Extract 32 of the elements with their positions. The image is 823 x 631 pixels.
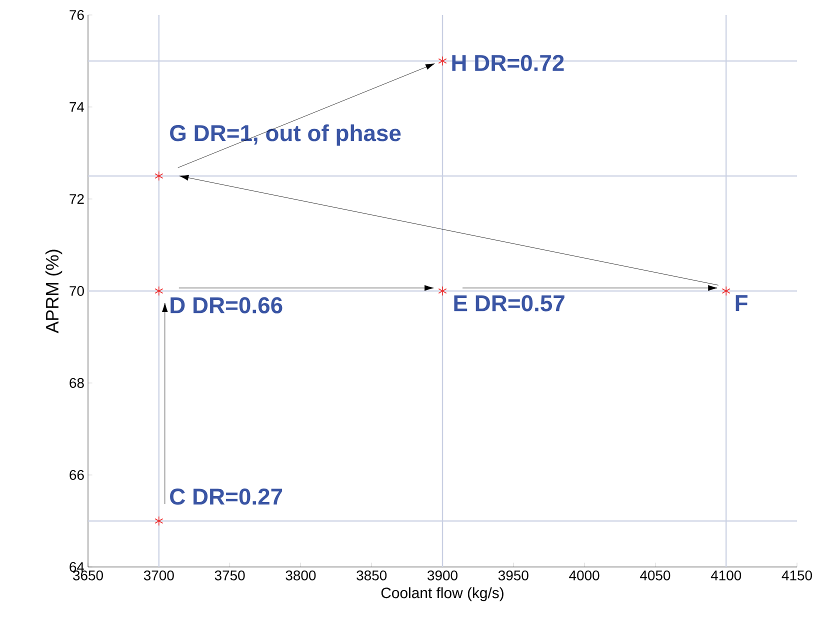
x-tick-label: 4050 [640,570,670,580]
y-tick-label: 70 [70,286,84,296]
annotation: F [736,295,748,311]
y-tick-label: 68 [70,378,84,388]
y-tick-label: 64 [70,562,84,572]
x-tick-label: 3950 [498,570,528,580]
x-tick-label: 3850 [356,570,387,580]
x-tick-label: 4150 [782,570,812,580]
y-tick-label: 76 [70,10,84,20]
point [722,286,730,296]
x-tick-label: 3700 [144,570,174,580]
x-tick-label: 4100 [710,570,742,580]
x-tick-label: 3900 [428,570,458,580]
y-tick-label: 72 [70,194,84,204]
x-tick-label: 3650 [73,570,103,580]
x-tick-label: 4000 [569,570,600,580]
point [438,56,447,66]
point [154,286,164,296]
annotation: E DR=0.57 [454,295,564,312]
x-axis-title: Coolant flow (kg/s) [381,587,504,602]
point [438,286,447,296]
annotation: G DR=1, out of phase [170,124,401,146]
point [154,171,164,181]
annotation: D DR=0.66 [170,297,282,314]
y-axis-title: APRM (%) [45,250,62,334]
y-tick-label: 74 [70,102,84,112]
annotation: H DR=0.72 [452,54,564,72]
x-tick-label: 3800 [286,570,316,580]
point [154,516,164,526]
y-tick-label: 66 [70,470,84,480]
annotation: C DR=0.27 [170,488,282,505]
x-tick-label: 3750 [214,570,245,580]
